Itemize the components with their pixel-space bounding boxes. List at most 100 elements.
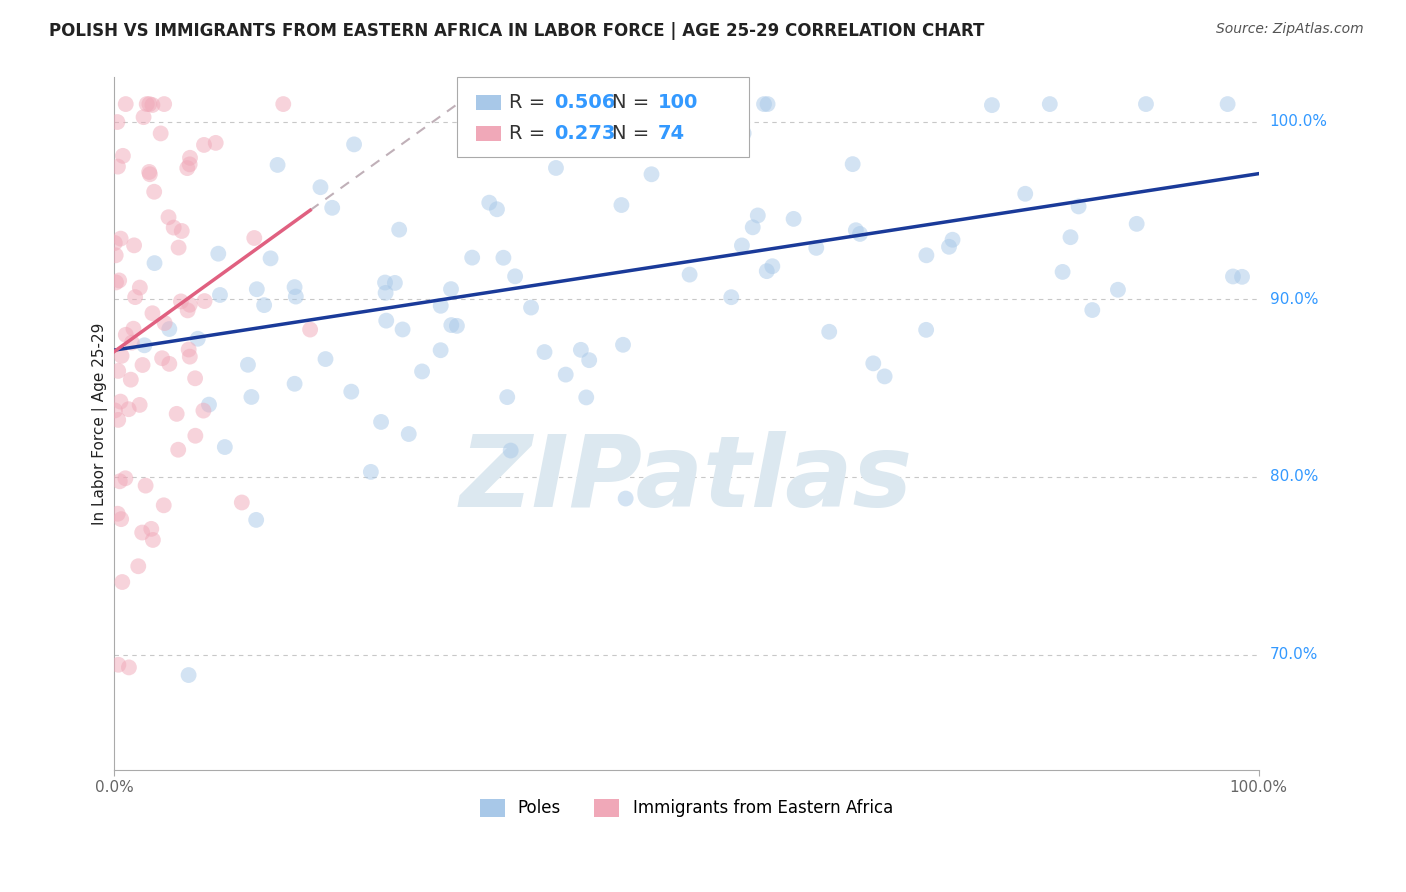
Point [266,158,288,172]
Text: 80.0%: 80.0% [1270,469,1317,484]
Point [374,285,396,300]
Point [499,443,522,458]
Point [152,498,174,512]
Point [107,160,129,174]
Point [157,211,180,225]
Point [253,298,276,312]
Point [284,289,307,303]
Point [176,161,198,175]
Point [184,429,207,443]
Point [118,402,141,417]
Point [143,185,166,199]
Text: ZIPatlas: ZIPatlas [460,431,912,528]
Point [571,97,593,112]
Point [139,167,162,181]
Point [121,335,143,350]
Point [104,248,127,262]
Text: R =: R = [509,94,551,112]
Point [231,495,253,509]
Point [1067,199,1090,213]
Point [143,256,166,270]
Point [741,220,763,235]
Point [533,345,555,359]
Point [179,157,201,171]
Point [613,112,636,126]
Point [485,202,508,217]
Point [131,525,153,540]
Point [179,151,201,165]
Point [446,318,468,333]
Point [818,325,841,339]
Point [461,251,484,265]
Point [1107,283,1129,297]
Text: Source: ZipAtlas.com: Source: ZipAtlas.com [1216,22,1364,37]
Point [384,276,406,290]
Point [107,413,129,427]
Point [141,98,163,112]
Point [429,299,451,313]
Point [360,465,382,479]
Text: POLISH VS IMMIGRANTS FROM EASTERN AFRICA IN LABOR FORCE | AGE 25-29 CORRELATION : POLISH VS IMMIGRANTS FROM EASTERN AFRICA… [49,22,984,40]
Point [198,398,221,412]
Point [208,288,231,302]
Point [214,440,236,454]
Y-axis label: In Labor Force | Age 25-29: In Labor Force | Age 25-29 [93,323,108,524]
Point [179,350,201,364]
Point [761,259,783,273]
Point [105,276,128,290]
Point [124,290,146,304]
Point [177,343,200,357]
Point [157,322,180,336]
Point [176,303,198,318]
Point [128,280,150,294]
Point [110,512,132,526]
Point [554,368,576,382]
Point [271,97,294,112]
Point [110,394,132,409]
Point [1014,186,1036,201]
Point [118,660,141,674]
Point [1059,230,1081,244]
Point [388,222,411,236]
Point [411,364,433,378]
Point [610,198,633,212]
Point [492,251,515,265]
Point [1230,269,1253,284]
Point [633,103,655,118]
Point [578,353,600,368]
Point [938,240,960,254]
Point [478,195,501,210]
Point [375,313,398,327]
Point [108,475,131,489]
Point [104,403,127,417]
Point [132,110,155,124]
Point [845,223,868,237]
Point [245,513,267,527]
Point [122,322,145,336]
Point [166,407,188,421]
Point [981,98,1004,112]
Point [207,246,229,260]
Text: 100.0%: 100.0% [1270,114,1327,129]
Point [150,351,173,366]
Text: 70.0%: 70.0% [1270,647,1317,662]
Point [236,358,259,372]
Point [122,238,145,252]
Text: R =: R = [509,124,551,143]
Point [179,298,201,312]
Point [321,201,343,215]
Point [138,165,160,179]
Point [343,137,366,152]
Point [157,357,180,371]
Point [941,233,963,247]
Point [299,322,322,336]
Point [614,491,637,506]
Point [141,306,163,320]
Point [440,318,463,332]
Point [720,290,742,304]
Point [1222,269,1244,284]
Point [915,323,938,337]
Point [1125,217,1147,231]
Point [135,97,157,112]
Text: N =: N = [612,94,655,112]
